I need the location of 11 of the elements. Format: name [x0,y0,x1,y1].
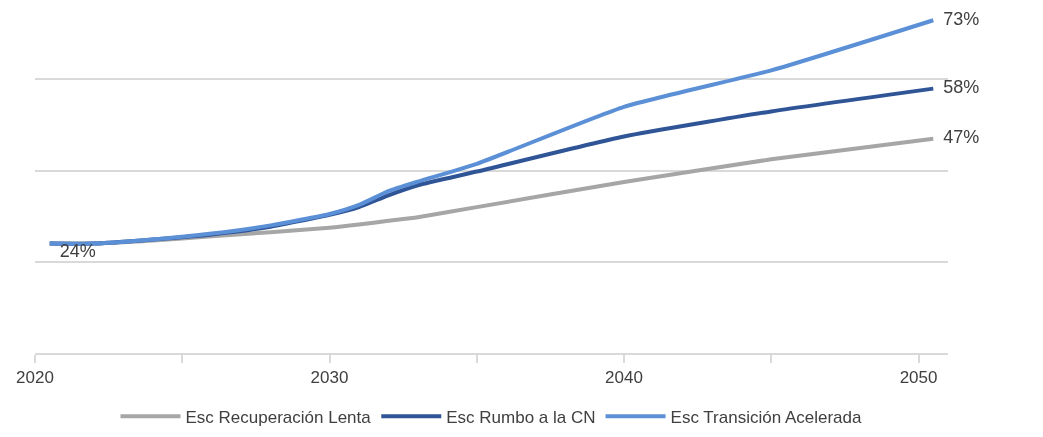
legend-label: Esc Recuperación Lenta [185,407,372,427]
legend-label: Esc Transición Acelerada [670,407,862,427]
x-tick-label: 2030 [310,368,349,388]
data-label: 73% [933,8,980,29]
x-tick-label: 2040 [605,368,643,388]
data-label: 58% [933,77,980,98]
data-label: 47% [933,127,980,148]
x-tick-label: 2020 [16,368,54,388]
x-tick-label: 2050 [899,368,938,388]
legend-label: Esc Rumbo a la CN [446,407,596,427]
data-label: 24% [49,241,96,262]
